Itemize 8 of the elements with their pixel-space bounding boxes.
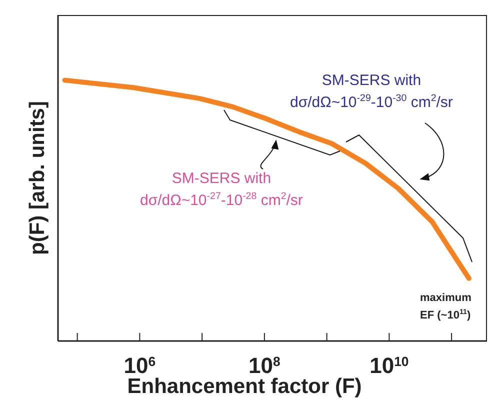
x-axis-title: Enhancement factor (F) — [127, 375, 362, 398]
x-tick-label: 10$^{8}$ — [248, 353, 280, 378]
annotation: SM-SERS with dσ/dΩ~10$^{-29}$-10$^{-30}$ cm$^{2}$/sr — [290, 72, 453, 111]
x-tick-label: 10$^{10}$ — [370, 353, 409, 378]
annotation: maximum EF (~10$^{11}$) — [420, 292, 472, 322]
y-axis-title: p(F) [arb. units] — [26, 101, 49, 255]
annotation: SM-SERS with dσ/dΩ~10$^{-27}$-10$^{-28}$ cm$^{2}$/sr — [140, 170, 303, 209]
x-tick-label: 10$^{6}$ — [124, 353, 156, 378]
